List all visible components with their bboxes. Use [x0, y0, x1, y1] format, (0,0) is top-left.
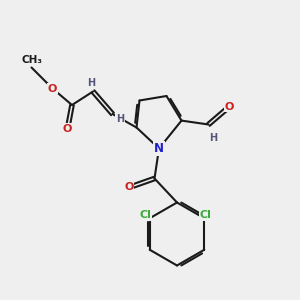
Text: Cl: Cl — [139, 210, 151, 220]
Text: Cl: Cl — [200, 210, 212, 220]
Text: O: O — [225, 101, 234, 112]
Text: O: O — [48, 83, 57, 94]
Text: H: H — [116, 113, 124, 124]
Text: H: H — [209, 133, 217, 143]
Text: O: O — [63, 124, 72, 134]
Text: O: O — [124, 182, 134, 193]
Text: CH₃: CH₃ — [21, 55, 42, 65]
Text: H: H — [87, 78, 96, 88]
Text: N: N — [154, 142, 164, 155]
